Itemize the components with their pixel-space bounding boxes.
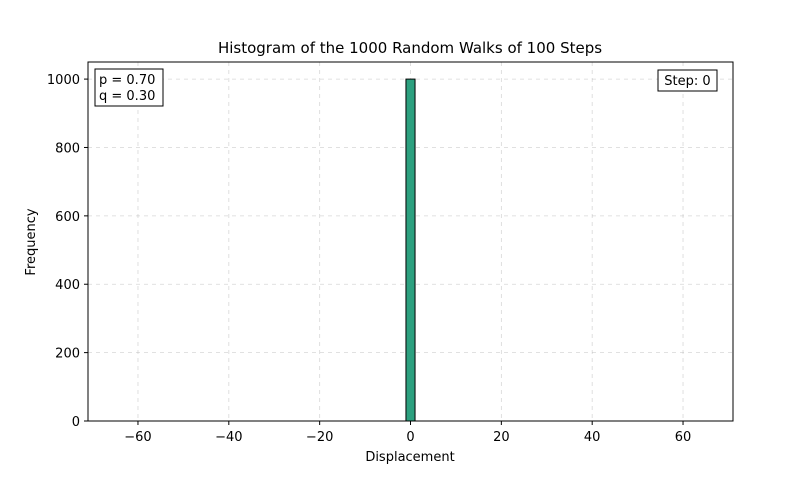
x-axis-ticks: −60 −40 −20 0 20 40 60 [124, 421, 691, 445]
step-annotation-box [657, 69, 718, 92]
x-tick-label: 20 [493, 430, 510, 445]
y-tick-label: 0 [72, 415, 80, 430]
chart-title: Histogram of the 1000 Random Walks of 10… [218, 39, 602, 57]
x-tick-label: 60 [675, 430, 692, 445]
x-axis-label: Displacement [365, 450, 454, 465]
x-tick-label: 0 [406, 430, 414, 445]
params-annotation: p = 0.70 q = 0.30 [94, 68, 164, 107]
y-tick-label: 800 [55, 141, 80, 156]
y-axis-ticks: 0 200 400 600 800 1000 [47, 73, 88, 430]
x-tick-label: −40 [215, 430, 242, 445]
params-annotation-box [94, 68, 164, 107]
x-tick-label: −60 [124, 430, 151, 445]
step-annotation: Step: 0 [657, 69, 718, 92]
y-tick-label: 600 [55, 210, 80, 225]
histogram-bar [405, 78, 416, 422]
y-axis-label: Frequency [24, 208, 39, 275]
step-label: Step: 0 [664, 74, 710, 89]
q-value-label: q = 0.30 [99, 89, 155, 104]
x-tick-label: 40 [584, 430, 601, 445]
y-tick-label: 400 [55, 278, 80, 293]
y-tick-label: 1000 [47, 73, 80, 88]
y-tick-label: 200 [55, 347, 80, 362]
x-tick-label: −20 [306, 430, 333, 445]
p-value-label: p = 0.70 [99, 73, 155, 88]
